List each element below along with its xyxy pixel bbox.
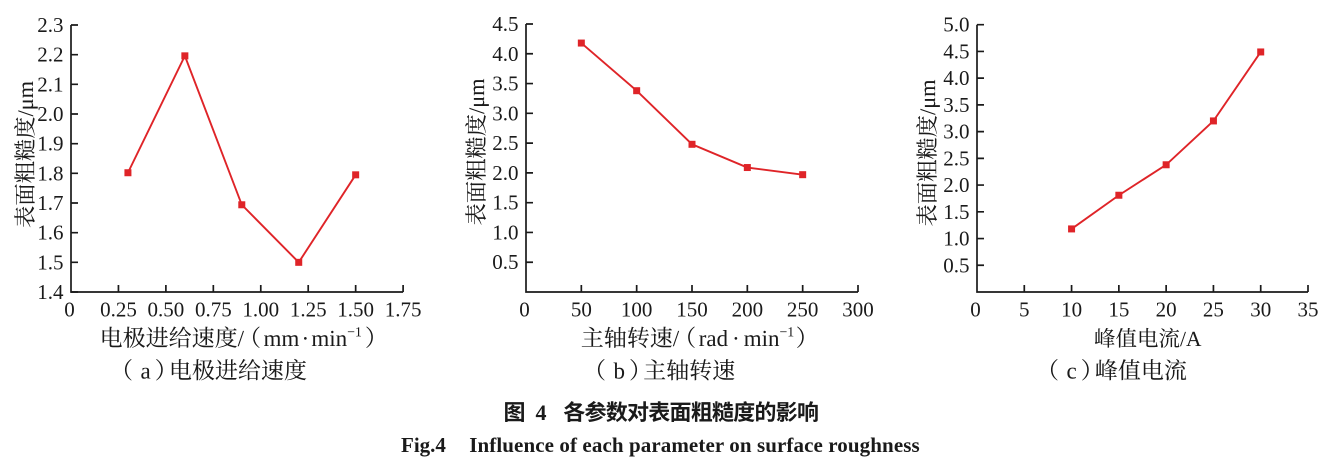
svg-text:1.75: 1.75 bbox=[385, 298, 422, 322]
svg-text:1.5: 1.5 bbox=[492, 191, 518, 215]
svg-text:1.5: 1.5 bbox=[943, 200, 969, 224]
svg-text:4.0: 4.0 bbox=[492, 42, 518, 66]
svg-text:2.0: 2.0 bbox=[492, 161, 518, 185]
svg-text:10: 10 bbox=[1061, 298, 1082, 322]
svg-text:250: 250 bbox=[787, 298, 819, 322]
svg-text:0.25: 0.25 bbox=[100, 298, 137, 322]
svg-text:150: 150 bbox=[676, 298, 708, 322]
svg-text:1.5: 1.5 bbox=[37, 250, 63, 274]
svg-text:3.0: 3.0 bbox=[492, 101, 518, 125]
svg-text:1.7: 1.7 bbox=[37, 191, 63, 215]
svg-text:1.0: 1.0 bbox=[943, 227, 969, 251]
svg-text:0: 0 bbox=[970, 298, 981, 322]
svg-text:1.4: 1.4 bbox=[37, 280, 64, 304]
svg-text:2.3: 2.3 bbox=[37, 13, 63, 37]
svg-text:1.50: 1.50 bbox=[337, 298, 374, 322]
svg-text:0: 0 bbox=[64, 298, 75, 322]
svg-text:1.25: 1.25 bbox=[290, 298, 327, 322]
svg-text:2.5: 2.5 bbox=[943, 146, 969, 170]
svg-text:100: 100 bbox=[621, 298, 653, 322]
svg-text:Influence of each parameter on: Influence of each parameter on surface r… bbox=[469, 433, 920, 457]
svg-text:3.5: 3.5 bbox=[492, 72, 518, 96]
svg-text:4.5: 4.5 bbox=[943, 39, 969, 63]
svg-text:1.8: 1.8 bbox=[37, 161, 63, 185]
svg-text:5: 5 bbox=[1019, 298, 1030, 322]
svg-text:0: 0 bbox=[519, 298, 530, 322]
svg-text:5.0: 5.0 bbox=[943, 13, 969, 37]
svg-text:20: 20 bbox=[1156, 298, 1177, 322]
svg-text:3.0: 3.0 bbox=[943, 120, 969, 144]
svg-text:0.5: 0.5 bbox=[492, 250, 518, 274]
svg-text:15: 15 bbox=[1108, 298, 1129, 322]
svg-text:0.50: 0.50 bbox=[148, 298, 185, 322]
svg-text:2.1: 2.1 bbox=[37, 72, 63, 96]
svg-text:1.6: 1.6 bbox=[37, 221, 63, 245]
svg-text:30: 30 bbox=[1250, 298, 1271, 322]
svg-text:25: 25 bbox=[1203, 298, 1224, 322]
svg-text:3.5: 3.5 bbox=[943, 93, 969, 117]
svg-text:Fig.4: Fig.4 bbox=[401, 433, 446, 457]
svg-text:0.75: 0.75 bbox=[195, 298, 232, 322]
svg-text:1.00: 1.00 bbox=[242, 298, 279, 322]
svg-text:2.5: 2.5 bbox=[492, 131, 518, 155]
svg-text:300: 300 bbox=[842, 298, 874, 322]
svg-text:2.2: 2.2 bbox=[37, 43, 63, 67]
svg-text:50: 50 bbox=[571, 298, 592, 322]
svg-text:1.0: 1.0 bbox=[492, 220, 518, 244]
svg-text:35: 35 bbox=[1298, 298, 1319, 322]
svg-text:2.0: 2.0 bbox=[37, 102, 63, 126]
svg-text:2.0: 2.0 bbox=[943, 173, 969, 197]
svg-text:4.5: 4.5 bbox=[492, 12, 518, 36]
svg-text:1.9: 1.9 bbox=[37, 132, 63, 156]
svg-text:200: 200 bbox=[732, 298, 764, 322]
svg-text:0.5: 0.5 bbox=[943, 253, 969, 277]
svg-text:4.0: 4.0 bbox=[943, 66, 969, 90]
